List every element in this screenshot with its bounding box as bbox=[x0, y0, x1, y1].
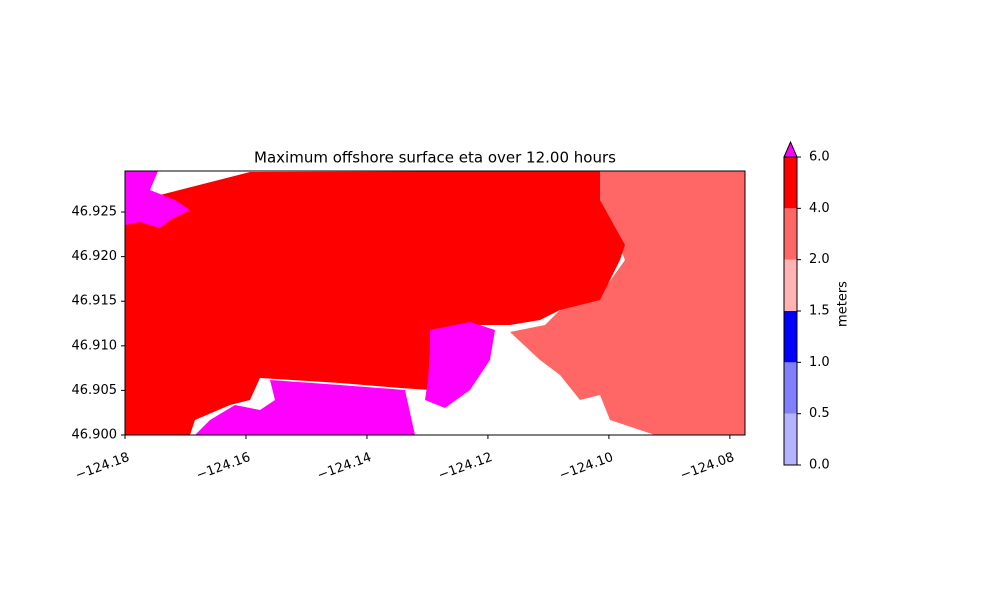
y-tick-label: 46.910 bbox=[72, 338, 118, 353]
x-tick-label: −124.10 bbox=[557, 450, 615, 483]
axes-frame bbox=[124, 170, 746, 436]
colorbar-segment bbox=[784, 259, 797, 311]
x-tick-label: −124.12 bbox=[436, 450, 494, 483]
region bbox=[195, 380, 415, 435]
colorbar-tick-label: 2.0 bbox=[809, 252, 830, 267]
x-tick-label: −124.14 bbox=[315, 450, 373, 483]
region bbox=[125, 171, 190, 228]
x-tick-label: −124.16 bbox=[194, 450, 252, 483]
y-tick-label: 46.925 bbox=[72, 205, 118, 220]
region bbox=[425, 322, 495, 408]
y-tick-label: 46.915 bbox=[72, 294, 118, 309]
region bbox=[125, 171, 625, 435]
y-tick-label: 46.905 bbox=[72, 383, 118, 398]
colorbar-segment bbox=[784, 311, 797, 363]
colorbar-tick-label: 0.0 bbox=[809, 458, 830, 473]
colorbar-tick-label: 6.0 bbox=[809, 150, 830, 165]
colorbar-tick-label: 0.5 bbox=[809, 406, 830, 421]
colorbar-segment bbox=[784, 157, 797, 209]
region bbox=[510, 171, 745, 435]
colorbar-label: meters bbox=[836, 281, 851, 327]
map-area bbox=[125, 171, 745, 435]
chart-title: Maximum offshore surface eta over 12.00 … bbox=[254, 149, 616, 167]
colorbar-tick-label: 1.0 bbox=[809, 355, 830, 370]
colorbar-segment bbox=[784, 362, 797, 414]
colorbar-tick-label: 1.5 bbox=[809, 304, 830, 319]
y-tick-label: 46.920 bbox=[72, 249, 118, 264]
colorbar-tick-label: 4.0 bbox=[809, 201, 830, 216]
colorbar-extend bbox=[783, 140, 798, 158]
x-tick-label: −124.08 bbox=[678, 450, 736, 483]
colorbar-segment bbox=[784, 413, 797, 465]
x-tick-label: −124.18 bbox=[73, 450, 131, 483]
y-tick-label: 46.900 bbox=[72, 428, 118, 443]
colorbar-segment bbox=[784, 208, 797, 260]
